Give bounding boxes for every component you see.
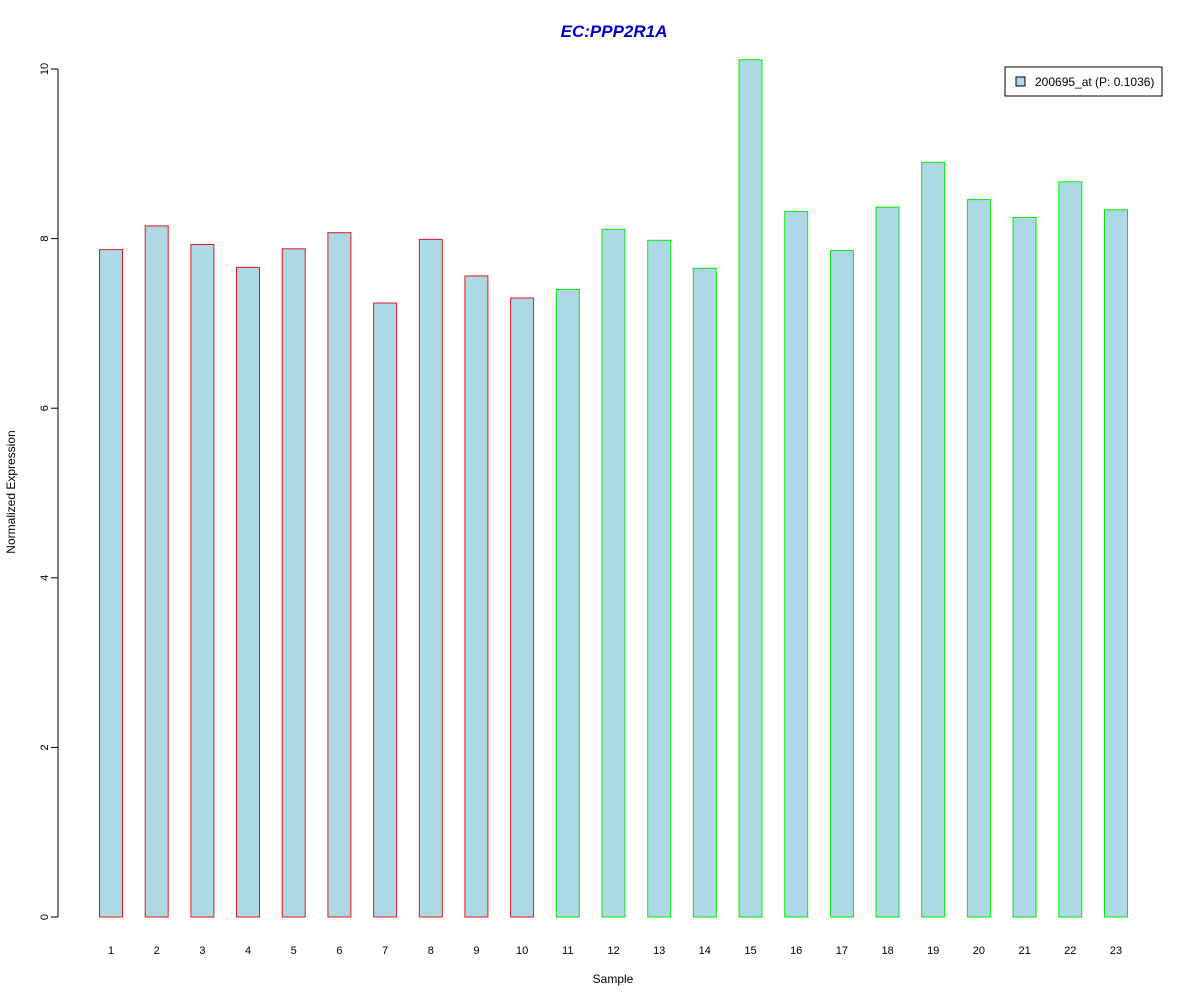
bar-sample-21 — [1012, 216, 1037, 918]
x-tick-label: 21 — [1018, 945, 1030, 957]
x-tick-label: 13 — [653, 945, 665, 957]
x-axis-label: Sample — [593, 972, 634, 986]
y-tick-label: 8 — [39, 236, 51, 242]
x-tick-label: 10 — [516, 945, 528, 957]
x-tick-label: 12 — [607, 945, 619, 957]
x-tick-label: 1 — [108, 945, 114, 957]
x-tick-label: 23 — [1110, 945, 1122, 957]
x-tick-label: 20 — [973, 945, 985, 957]
x-tick-label: 7 — [382, 945, 388, 957]
bars-layer — [99, 59, 1128, 918]
x-tick-label: 8 — [428, 945, 434, 957]
y-axis-label: Normalized Expression — [4, 430, 18, 553]
bar-sample-4 — [236, 266, 260, 918]
x-tick-label: 3 — [199, 945, 205, 957]
bar-sample-18 — [875, 206, 900, 918]
y-tick-label: 6 — [39, 405, 51, 411]
x-tick-label: 6 — [336, 945, 342, 957]
bar-sample-22 — [1058, 181, 1083, 918]
x-tick-label: 18 — [881, 945, 893, 957]
x-tick-label: 22 — [1064, 945, 1076, 957]
x-tick-label: 16 — [790, 945, 802, 957]
bar-sample-13 — [647, 239, 672, 918]
bar-sample-9 — [464, 275, 489, 918]
bar-sample-16 — [784, 211, 809, 918]
bar-sample-19 — [921, 161, 946, 918]
x-tick-label: 4 — [245, 945, 251, 957]
x-tick-label: 2 — [154, 945, 160, 957]
y-tick-label: 4 — [39, 575, 51, 581]
legend-box — [1004, 66, 1163, 97]
bar-sample-10 — [510, 297, 535, 918]
x-tick-label: 5 — [291, 945, 297, 957]
y-axis: 0 2 4 6 8 10 — [39, 63, 59, 920]
x-tick-label: 9 — [473, 945, 479, 957]
bar-sample-7 — [373, 302, 398, 918]
bar-sample-12 — [601, 228, 626, 918]
legend-swatch — [1015, 76, 1026, 87]
bar-sample-17 — [829, 250, 854, 918]
bar-sample-2 — [144, 225, 169, 918]
chart-title: EC:PPP2R1A — [561, 22, 668, 41]
bar-sample-11 — [555, 289, 580, 918]
y-tick-label: 0 — [39, 914, 51, 920]
y-tick-label: 10 — [39, 63, 51, 75]
bar-sample-20 — [966, 199, 991, 918]
y-tick-label: 2 — [39, 744, 51, 750]
bar-sample-8 — [418, 238, 443, 918]
x-tick-label: 15 — [744, 945, 756, 957]
legend-label: 200695_at (P: 0.1036) — [1035, 75, 1154, 89]
x-tick-label: 11 — [562, 945, 573, 957]
x-tick-label: 19 — [927, 945, 939, 957]
bar-sample-5 — [281, 248, 306, 918]
bar-sample-3 — [190, 244, 215, 918]
bar-sample-1 — [99, 249, 123, 918]
x-tick-label: 14 — [699, 945, 711, 957]
bar-sample-6 — [327, 232, 352, 918]
x-axis: 1 2 3 4 5 6 7 8 9 10 11 12 13 14 15 16 17 18 19 20 21 22 23 — [108, 945, 1122, 957]
bar-sample-23 — [1104, 209, 1128, 918]
bar-sample-14 — [692, 267, 717, 918]
legend: 200695_at (P: 0.1036) — [1004, 66, 1163, 97]
x-tick-label: 17 — [836, 945, 848, 957]
bar-sample-15 — [738, 59, 763, 918]
